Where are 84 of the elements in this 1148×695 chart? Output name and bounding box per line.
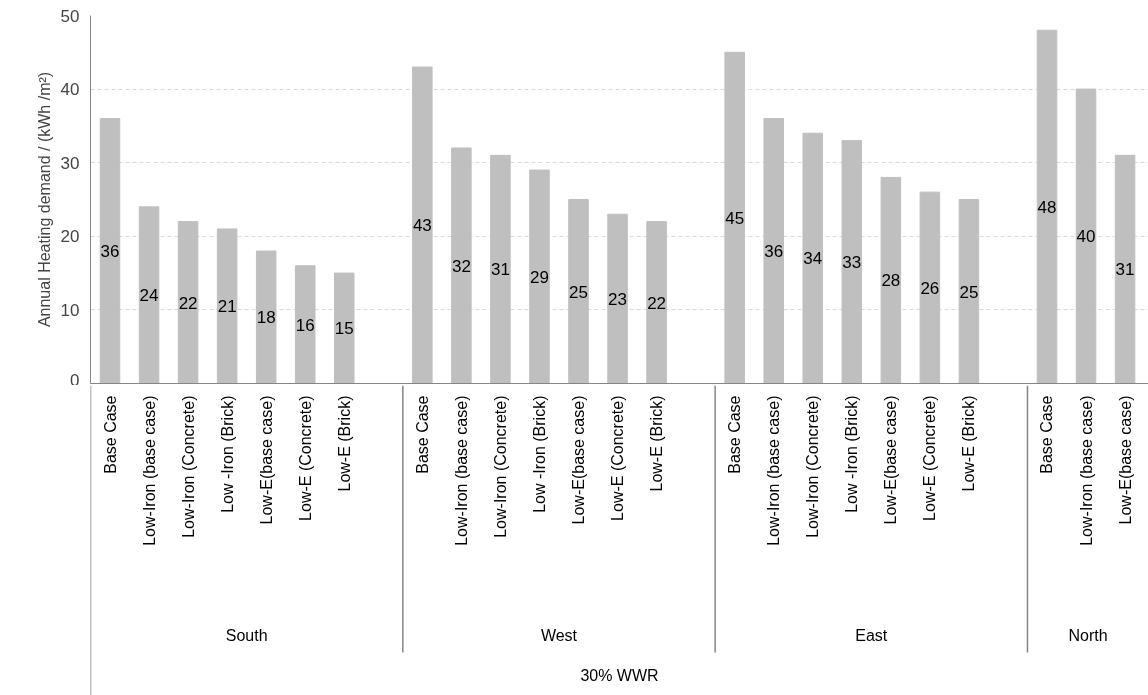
bar xyxy=(724,51,745,384)
x-tick-label: Low-Iron (base case) xyxy=(765,395,783,546)
x-tick-label: Low-E (Brick) xyxy=(335,395,353,492)
data-label: 28 xyxy=(881,271,901,291)
data-label: 22 xyxy=(647,293,667,313)
y-axis-title: Annual Heating demand / (kWh /m²) xyxy=(35,71,53,328)
bar xyxy=(763,118,784,384)
bar xyxy=(334,272,355,384)
y-tick-label: 40 xyxy=(60,80,80,100)
data-label: 32 xyxy=(451,256,471,276)
bar xyxy=(880,176,902,384)
x-tick-label: Low-Iron (base case) xyxy=(140,395,158,546)
bar xyxy=(841,140,863,384)
x-tick-label: Base Case xyxy=(726,395,744,474)
bar xyxy=(646,221,667,384)
text: West xyxy=(540,627,578,644)
x-tick-label: Low-E(base case) xyxy=(1116,395,1134,525)
x-tick-label: Low-Iron (Concrete) xyxy=(491,395,509,538)
bar xyxy=(919,191,941,384)
x-tick-label: Low-E (Brick) xyxy=(960,395,978,492)
data-label: 40 xyxy=(1076,227,1096,247)
data-label: 34 xyxy=(803,249,823,269)
x-tick-label: Base Case xyxy=(1038,395,1056,474)
x-tick-label: Low -Iron (Brick) xyxy=(530,395,548,513)
x-tick-label: Low-E(base case) xyxy=(882,395,900,525)
data-label: 45 xyxy=(725,208,745,228)
y-tick-label: 20 xyxy=(60,227,80,247)
x-tick-label: Low-Iron (Concrete) xyxy=(804,395,822,538)
x-tick-label: Low-Iron (Concrete) xyxy=(179,395,197,538)
y-tick-label: 0 xyxy=(70,370,80,390)
data-label: 36 xyxy=(764,242,784,262)
data-label: 31 xyxy=(1115,260,1135,280)
bar xyxy=(138,206,160,384)
text: North xyxy=(1068,627,1108,644)
text: 30% WWR xyxy=(580,667,659,684)
x-tick-label: Low-Iron (base case) xyxy=(1077,395,1095,546)
bar xyxy=(802,132,824,384)
x-tick-label: Low-Iron (base case) xyxy=(452,395,470,546)
bar xyxy=(568,199,589,384)
data-label: 43 xyxy=(412,216,432,236)
bar xyxy=(294,265,316,384)
data-label: 15 xyxy=(334,319,354,339)
bar xyxy=(451,147,472,384)
bar xyxy=(177,221,199,384)
data-label: 16 xyxy=(295,315,315,335)
data-label: 26 xyxy=(920,278,940,298)
data-label: 22 xyxy=(178,293,198,313)
bar xyxy=(529,169,550,384)
bar xyxy=(490,154,511,384)
y-tick-label: 10 xyxy=(60,300,80,320)
y-tick-label: 30 xyxy=(60,153,80,173)
bar xyxy=(99,118,121,384)
x-tick-label: Base Case xyxy=(101,395,119,474)
x-tick-label: Low-E (Brick) xyxy=(648,395,666,492)
x-tick-label: Low -Iron (Brick) xyxy=(843,395,861,513)
bar xyxy=(607,213,628,384)
bar xyxy=(1114,154,1136,384)
x-tick-label: Low-E(base case) xyxy=(570,395,588,525)
data-label: 48 xyxy=(1037,197,1057,217)
text: East xyxy=(855,627,888,644)
x-tick-label: Low -Iron (Brick) xyxy=(218,395,236,513)
data-label: 33 xyxy=(842,253,862,273)
bar xyxy=(958,199,980,384)
y-tick-label: 50 xyxy=(60,6,80,26)
x-tick-label: Low-E (Concrete) xyxy=(296,395,314,521)
text: South xyxy=(225,627,268,644)
data-label: 21 xyxy=(217,297,237,317)
bar xyxy=(255,250,277,384)
bar xyxy=(216,228,238,384)
data-label: 25 xyxy=(569,282,588,302)
x-tick-label: Base Case xyxy=(413,395,431,474)
x-tick-label: Low-E (Concrete) xyxy=(609,395,627,521)
data-label: 29 xyxy=(530,267,549,287)
bar xyxy=(1075,88,1097,384)
data-label: 36 xyxy=(100,242,120,262)
bar xyxy=(412,66,433,384)
data-label: 31 xyxy=(490,260,510,280)
data-label: 23 xyxy=(608,289,628,309)
data-label: 18 xyxy=(256,308,276,328)
bar xyxy=(1036,29,1058,384)
x-tick-label: Low-E(base case) xyxy=(257,395,275,525)
data-label: 24 xyxy=(139,286,159,306)
data-label: 25 xyxy=(959,282,979,302)
x-tick-label: Low-E (Concrete) xyxy=(921,395,939,521)
